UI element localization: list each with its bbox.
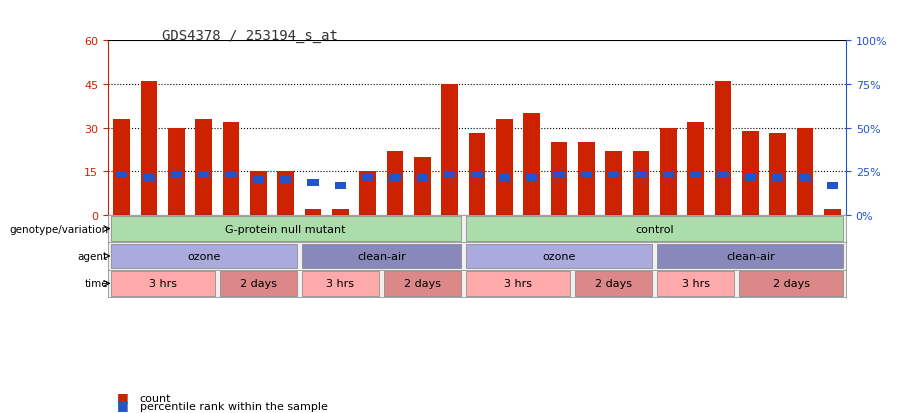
Text: 2 days: 2 days [239, 279, 277, 289]
Text: ■: ■ [117, 390, 129, 403]
Bar [417, 174, 428, 181]
FancyBboxPatch shape [466, 244, 652, 268]
Bar [116, 171, 128, 178]
Text: time: time [85, 279, 108, 289]
Text: 2 days: 2 days [773, 279, 810, 289]
Bar [608, 171, 619, 178]
Bar [578, 143, 595, 215]
Text: 3 hrs: 3 hrs [148, 279, 176, 289]
Bar [305, 209, 321, 215]
Bar [496, 120, 512, 215]
Bar [770, 134, 786, 215]
Bar [799, 174, 811, 181]
Bar [715, 82, 731, 215]
Bar [140, 82, 158, 215]
FancyBboxPatch shape [657, 244, 843, 268]
Bar [223, 123, 239, 215]
Text: 3 hrs: 3 hrs [327, 279, 355, 289]
Bar [772, 174, 783, 181]
Bar [250, 172, 266, 215]
FancyBboxPatch shape [111, 271, 214, 296]
Bar [280, 177, 292, 184]
FancyBboxPatch shape [384, 271, 461, 296]
Text: agent: agent [78, 252, 108, 261]
Text: 2 days: 2 days [595, 279, 632, 289]
FancyBboxPatch shape [111, 244, 297, 268]
Bar [551, 143, 567, 215]
Bar [633, 152, 649, 215]
Bar [253, 177, 264, 184]
Bar [526, 174, 537, 181]
Bar [414, 157, 430, 215]
Text: percentile rank within the sample: percentile rank within the sample [140, 401, 328, 411]
Text: count: count [140, 393, 171, 403]
Bar [499, 174, 510, 181]
FancyBboxPatch shape [740, 271, 843, 296]
FancyBboxPatch shape [302, 244, 461, 268]
Bar [469, 134, 485, 215]
Text: G-protein null mutant: G-protein null mutant [225, 224, 346, 234]
Text: GDS4378 / 253194_s_at: GDS4378 / 253194_s_at [162, 29, 338, 43]
Bar [580, 171, 592, 178]
Bar [362, 174, 374, 181]
Bar [717, 171, 729, 178]
Bar [472, 171, 482, 178]
Bar [387, 152, 403, 215]
Bar [225, 171, 237, 178]
Text: genotype/variation: genotype/variation [9, 224, 108, 234]
Bar [359, 172, 376, 215]
Text: clean-air: clean-air [357, 252, 406, 261]
Bar [662, 171, 674, 178]
Text: ■: ■ [117, 398, 129, 411]
Text: control: control [635, 224, 674, 234]
FancyBboxPatch shape [575, 271, 652, 296]
Bar [442, 85, 458, 215]
Bar [307, 180, 319, 187]
FancyBboxPatch shape [657, 271, 734, 296]
Bar [335, 183, 346, 190]
Bar [390, 174, 400, 181]
Bar [606, 152, 622, 215]
Text: 3 hrs: 3 hrs [681, 279, 710, 289]
Bar [744, 174, 756, 181]
Bar [444, 171, 455, 178]
Bar [690, 171, 701, 178]
Bar [826, 183, 838, 190]
FancyBboxPatch shape [220, 271, 297, 296]
Text: ozone: ozone [187, 252, 220, 261]
Bar [195, 120, 212, 215]
Text: 3 hrs: 3 hrs [504, 279, 532, 289]
Bar [168, 128, 184, 215]
Text: clean-air: clean-air [726, 252, 775, 261]
Bar [824, 209, 841, 215]
Bar [635, 171, 647, 178]
Bar [113, 120, 130, 215]
Bar [688, 123, 704, 215]
Bar [796, 128, 814, 215]
FancyBboxPatch shape [466, 271, 570, 296]
Text: 2 days: 2 days [404, 279, 441, 289]
Bar [171, 171, 182, 178]
Bar [277, 172, 294, 215]
Bar [198, 171, 210, 178]
Bar [554, 171, 564, 178]
FancyBboxPatch shape [111, 217, 461, 241]
FancyBboxPatch shape [466, 217, 843, 241]
Bar [742, 131, 759, 215]
Text: ozone: ozone [543, 252, 576, 261]
Bar [143, 174, 155, 181]
Bar [660, 128, 677, 215]
Bar [524, 114, 540, 215]
Bar [332, 209, 348, 215]
FancyBboxPatch shape [302, 271, 379, 296]
